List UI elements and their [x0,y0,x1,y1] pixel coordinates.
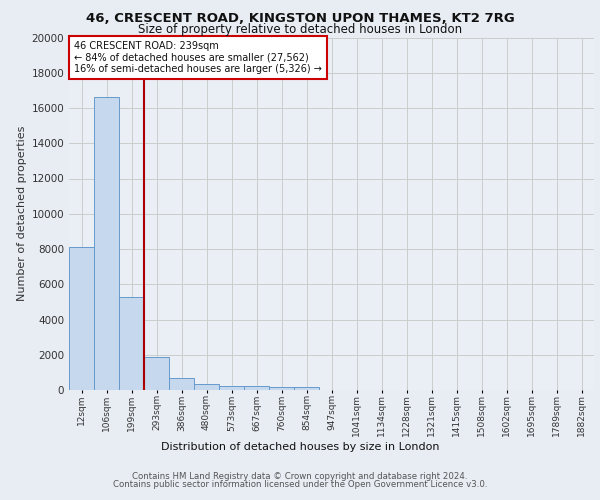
Bar [169,378,194,390]
Bar [219,386,244,390]
Text: 46 CRESCENT ROAD: 239sqm
← 84% of detached houses are smaller (27,562)
16% of se: 46 CRESCENT ROAD: 239sqm ← 84% of detach… [74,41,322,74]
Bar [269,386,294,390]
Bar [94,98,119,390]
Bar [144,358,169,390]
Bar [294,387,319,390]
Text: Distribution of detached houses by size in London: Distribution of detached houses by size … [161,442,439,452]
Text: Size of property relative to detached houses in London: Size of property relative to detached ho… [138,22,462,36]
Y-axis label: Number of detached properties: Number of detached properties [17,126,27,302]
Bar [194,384,219,390]
Text: Contains public sector information licensed under the Open Government Licence v3: Contains public sector information licen… [113,480,487,489]
Text: 46, CRESCENT ROAD, KINGSTON UPON THAMES, KT2 7RG: 46, CRESCENT ROAD, KINGSTON UPON THAMES,… [86,12,514,26]
Bar [119,296,144,390]
Text: Contains HM Land Registry data © Crown copyright and database right 2024.: Contains HM Land Registry data © Crown c… [132,472,468,481]
Bar [244,386,269,390]
Bar [69,247,94,390]
